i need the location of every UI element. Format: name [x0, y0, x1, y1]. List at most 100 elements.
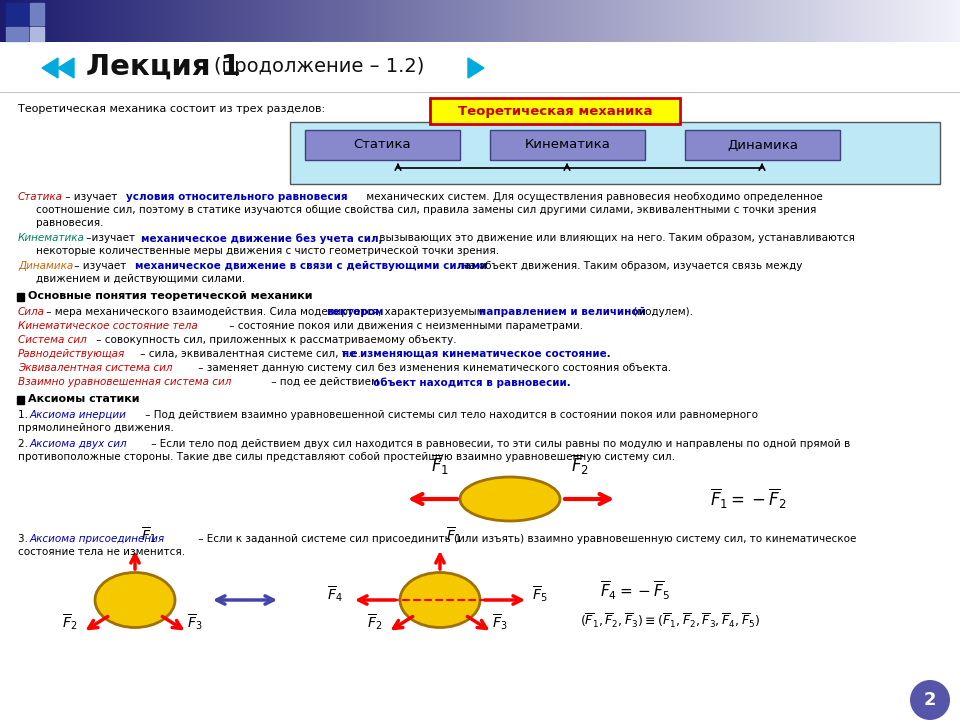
Text: 2.: 2.	[18, 439, 32, 449]
Bar	[333, 0, 337, 42]
Bar	[339, 0, 344, 42]
Bar	[67, 0, 71, 42]
Bar	[276, 0, 279, 42]
Text: – изучает: – изучает	[62, 192, 121, 202]
Bar	[483, 0, 488, 42]
Bar	[89, 0, 94, 42]
Bar	[569, 0, 574, 42]
Bar	[211, 0, 215, 42]
Bar	[487, 0, 491, 42]
Bar	[797, 0, 801, 42]
Bar	[944, 0, 948, 42]
Bar	[902, 0, 906, 42]
Text: Динамика: Динамика	[727, 138, 798, 151]
Bar	[861, 0, 865, 42]
Text: (продолжение – 1.2): (продолжение – 1.2)	[214, 58, 424, 76]
Bar	[144, 0, 148, 42]
Bar	[794, 0, 798, 42]
Text: $\overline{F}_4 = -\overline{F}_5$: $\overline{F}_4 = -\overline{F}_5$	[600, 580, 670, 603]
Bar	[125, 0, 129, 42]
Bar	[867, 0, 872, 42]
Text: не изменяющая кинематическое состояние.: не изменяющая кинематическое состояние.	[342, 349, 611, 359]
Text: $(\overline{F}_1,\overline{F}_2,\overline{F}_3)\equiv(\overline{F}_1,\overline{F: $(\overline{F}_1,\overline{F}_2,\overlin…	[580, 612, 760, 630]
Text: противоположные стороны. Такие две силы представляют собой простейшую взаимно ур: противоположные стороны. Такие две силы …	[18, 452, 675, 462]
Bar	[262, 0, 267, 42]
Bar	[675, 0, 680, 42]
Text: $\overline{F}_1$: $\overline{F}_1$	[141, 525, 156, 545]
Ellipse shape	[95, 572, 175, 628]
Bar	[948, 0, 951, 42]
Bar	[377, 0, 382, 42]
Bar	[381, 0, 385, 42]
Bar	[394, 0, 397, 42]
Bar	[713, 0, 718, 42]
Text: – Если к заданной системе сил присоединить (или изъять) взаимно уравновешенную с: – Если к заданной системе сил присоедини…	[195, 534, 856, 544]
Bar	[592, 0, 596, 42]
Text: Статика: Статика	[18, 192, 63, 202]
Bar	[400, 0, 404, 42]
Bar	[36, 0, 39, 42]
Bar	[823, 0, 827, 42]
Bar	[439, 0, 443, 42]
Bar	[477, 0, 481, 42]
Bar	[684, 0, 689, 42]
Bar	[156, 0, 161, 42]
Polygon shape	[58, 58, 74, 78]
Bar	[557, 0, 561, 42]
Bar	[17, 293, 24, 301]
Bar	[784, 0, 788, 42]
Text: Аксиома присоединения: Аксиома присоединения	[30, 534, 165, 544]
Bar	[93, 0, 97, 42]
Bar	[566, 0, 570, 42]
Bar	[732, 0, 737, 42]
Bar	[336, 0, 340, 42]
Bar	[228, 0, 231, 42]
Bar	[915, 0, 920, 42]
Bar	[461, 0, 465, 42]
Bar	[922, 0, 925, 42]
Bar	[55, 0, 59, 42]
Bar	[612, 0, 615, 42]
Bar	[317, 0, 321, 42]
Bar	[358, 0, 363, 42]
Bar	[374, 0, 378, 42]
Bar	[86, 0, 90, 42]
Bar	[717, 0, 721, 42]
Bar	[864, 0, 868, 42]
Bar	[912, 0, 916, 42]
Bar	[845, 0, 849, 42]
Text: $\overline{F}_4$: $\overline{F}_4$	[327, 584, 343, 604]
Bar	[115, 0, 119, 42]
Bar	[189, 0, 193, 42]
Bar	[48, 0, 52, 42]
Bar	[442, 0, 445, 42]
Text: прямолинейного движения.: прямолинейного движения.	[18, 423, 174, 433]
Bar	[435, 0, 440, 42]
Bar	[560, 0, 564, 42]
Bar	[269, 0, 273, 42]
Bar	[768, 0, 772, 42]
Bar	[80, 0, 84, 42]
Text: Кинематика: Кинематика	[18, 233, 84, 243]
Bar	[813, 0, 817, 42]
Bar	[221, 0, 225, 42]
Bar	[368, 0, 372, 42]
Bar	[365, 0, 369, 42]
Bar	[492, 0, 497, 42]
Text: вектором: вектором	[326, 307, 383, 317]
Bar	[233, 0, 238, 42]
Text: Теоретическая механика состоит из трех разделов:: Теоретическая механика состоит из трех р…	[18, 104, 325, 114]
Bar	[525, 0, 529, 42]
Bar	[800, 0, 804, 42]
Bar	[957, 0, 960, 42]
Bar	[950, 0, 954, 42]
Text: Аксиома двух сил: Аксиома двух сил	[30, 439, 128, 449]
Bar	[192, 0, 196, 42]
Bar	[250, 0, 253, 42]
Bar	[173, 0, 177, 42]
Bar	[838, 0, 843, 42]
Text: – мера механического взаимодействия. Сила моделируется: – мера механического взаимодействия. Сил…	[43, 307, 382, 317]
Bar	[326, 0, 330, 42]
Bar	[51, 0, 56, 42]
Bar	[739, 0, 743, 42]
